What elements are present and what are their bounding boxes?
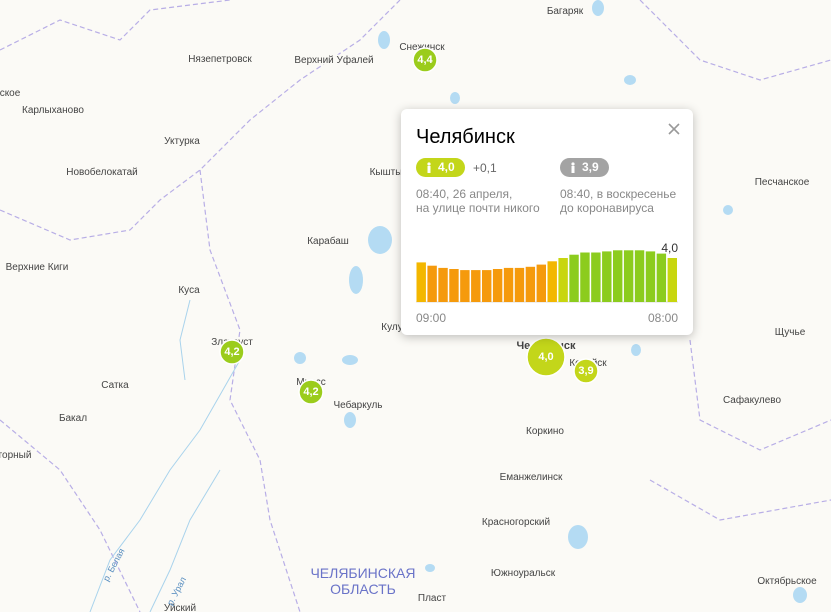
bar — [525, 266, 536, 302]
place: Сафакулево — [723, 394, 782, 406]
place: Уйский — [164, 603, 196, 612]
place: Кышты — [370, 167, 403, 178]
place: Октябрьское — [757, 575, 817, 587]
bar — [460, 270, 470, 302]
bar — [613, 250, 623, 302]
x-label: 08:00 — [648, 311, 678, 325]
place: Уктурка — [164, 136, 200, 147]
place: горный — [0, 450, 31, 461]
bar — [634, 250, 645, 302]
place: Верхние Киги — [6, 262, 69, 273]
index-value: 3,9 — [582, 160, 599, 174]
bar — [645, 251, 656, 302]
marker-label: 4,2 — [303, 386, 318, 398]
current-index: 4,0 — [416, 158, 465, 177]
bar — [547, 261, 557, 302]
place: Щучье — [775, 327, 806, 338]
bar — [656, 253, 667, 302]
bar-chart: 09:00 08:00 4,0 — [416, 241, 678, 325]
bar — [416, 262, 426, 302]
marker[interactable] — [573, 358, 599, 384]
popup: Челябинск 4,0 +0,1 3,9 08:40, 26 апреля,… — [401, 109, 693, 335]
bar — [623, 250, 634, 302]
marker-label: 4,2 — [224, 346, 239, 358]
value-label: 4,0 — [661, 241, 678, 255]
marker-label: 4,4 — [417, 54, 433, 66]
note: до коронавируса — [560, 201, 654, 215]
time: 08:40, 26 апреля, — [416, 187, 513, 201]
lakes — [294, 0, 807, 603]
marker[interactable] — [412, 47, 438, 73]
place: Куса — [178, 285, 200, 296]
place: Пласт — [418, 593, 447, 604]
place: Новобелокатай — [66, 166, 137, 178]
bar — [591, 252, 601, 302]
bar — [492, 269, 503, 302]
region-label: ОБЛАСТЬ — [330, 581, 396, 597]
bar — [602, 251, 612, 302]
bar — [580, 252, 590, 302]
place: Верхний Уфалей — [294, 54, 373, 66]
bar — [569, 254, 579, 302]
previous-index: 3,9 — [560, 158, 609, 177]
bar — [667, 258, 677, 302]
index-value: 4,0 — [438, 160, 455, 174]
place: Коркино — [526, 426, 564, 437]
close-button[interactable] — [667, 122, 681, 136]
place: ское — [0, 88, 21, 99]
marker[interactable] — [219, 339, 245, 365]
rivers — [89, 299, 241, 612]
note: на улице почти никого — [416, 201, 540, 215]
place: Южноуральск — [491, 568, 556, 579]
time: 08:40, в воскресенье — [560, 187, 677, 201]
bar — [558, 258, 568, 302]
region-label: ЧЕЛЯБИНСКАЯ — [310, 565, 415, 581]
place: Песчанское — [755, 177, 810, 188]
bar — [449, 269, 459, 302]
bar — [503, 267, 514, 302]
x-label: 09:00 — [416, 311, 446, 325]
place: Чебаркуль — [333, 399, 382, 411]
bar — [438, 267, 448, 302]
place: Еманжелинск — [500, 472, 563, 483]
delta: +0,1 — [473, 161, 497, 175]
popup-title: Челябинск — [416, 126, 515, 148]
place: Нязепетровск — [188, 54, 252, 65]
bar — [536, 264, 546, 302]
marker-label: 3,9 — [578, 365, 593, 377]
bar — [514, 267, 525, 302]
place: Бакал — [59, 413, 87, 424]
place: Сатка — [101, 380, 129, 391]
marker-label: 4,0 — [538, 351, 553, 363]
marker[interactable] — [526, 337, 566, 377]
bar — [482, 270, 492, 302]
marker[interactable] — [298, 379, 324, 405]
place: Карлыханово — [22, 105, 84, 116]
place: Красногорский — [482, 517, 550, 528]
bar — [471, 270, 481, 302]
place: Багаряк — [547, 6, 584, 17]
place-labels: Багаряк Снежинск Нязепетровск Верхний Уф… — [0, 5, 819, 612]
place: Кулу — [381, 322, 402, 333]
place: Снежинск — [399, 42, 445, 53]
bar — [427, 265, 437, 302]
place: Карабаш — [307, 235, 349, 247]
markers: 4,4 4,2 4,2 4,0 3,9 — [219, 47, 599, 405]
